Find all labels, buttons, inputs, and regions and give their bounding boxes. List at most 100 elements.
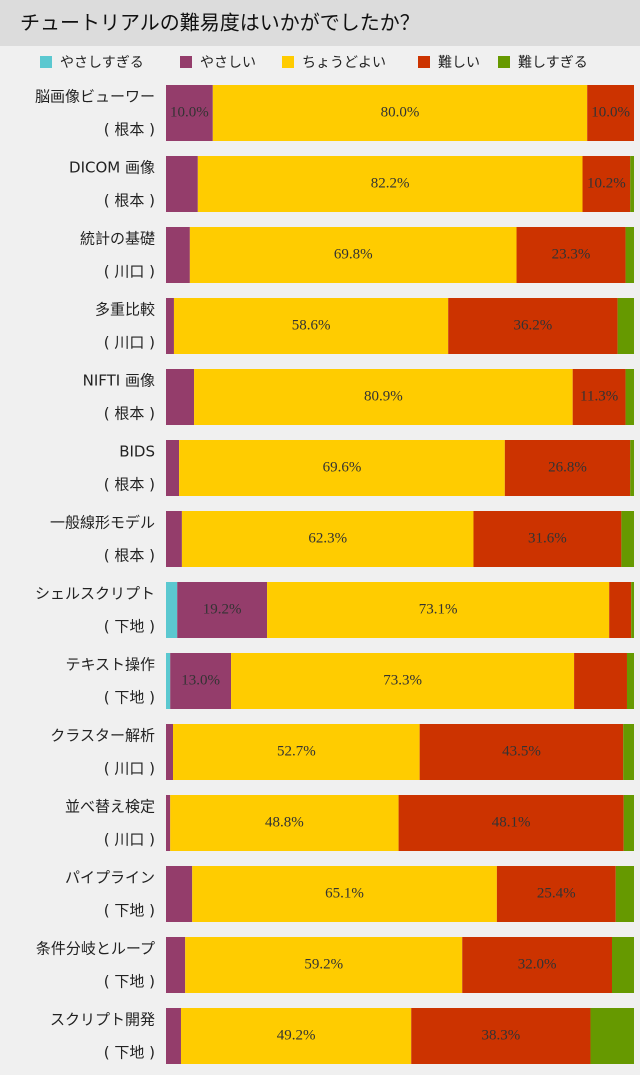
- title-bar: [0, 0, 640, 46]
- value-label: 80.0%: [381, 104, 420, 120]
- legend-swatch: [180, 56, 192, 68]
- bar-segment: [615, 866, 634, 922]
- category-sublabel: ( 川口 ): [104, 760, 155, 778]
- bar-segment: [194, 369, 573, 425]
- bar-segment: [623, 795, 634, 851]
- value-label: 73.3%: [383, 672, 422, 688]
- bar-segment: [448, 298, 618, 354]
- value-label: 59.2%: [304, 956, 343, 972]
- legend-label: やさしすぎる: [60, 55, 144, 71]
- legend-swatch: [40, 56, 52, 68]
- bar-segment: [609, 582, 632, 638]
- bar-segment: [166, 156, 198, 212]
- bar-segment: [516, 227, 626, 283]
- value-label: 82.2%: [371, 175, 410, 191]
- bar-segment: [173, 298, 449, 354]
- category-sublabel: ( 根本 ): [104, 405, 155, 423]
- value-label: 62.3%: [308, 530, 347, 546]
- legend-label: 難しすぎる: [518, 55, 588, 71]
- bar-segment: [462, 937, 613, 993]
- bar-segment: [590, 1008, 634, 1064]
- bar-segment: [625, 227, 634, 283]
- category-label: シェルスクリプト: [35, 585, 155, 603]
- value-label: 36.2%: [514, 317, 553, 333]
- category-sublabel: ( 下地 ): [104, 689, 155, 707]
- value-label: 25.4%: [537, 885, 576, 901]
- bar-segment: [197, 156, 583, 212]
- category-label: テキスト操作: [65, 656, 155, 674]
- value-label: 10.2%: [587, 175, 626, 191]
- category-label: 多重比較: [95, 301, 155, 319]
- value-label: 69.6%: [323, 459, 362, 475]
- bar-segment: [173, 724, 420, 780]
- bar-segment: [189, 227, 517, 283]
- category-sublabel: ( 川口 ): [104, 263, 155, 281]
- value-label: 11.3%: [580, 388, 618, 404]
- bar-segment: [170, 795, 399, 851]
- bar-segment: [496, 866, 616, 922]
- category-label: 脳画像ビューワー: [35, 88, 155, 106]
- category-sublabel: ( 川口 ): [104, 334, 155, 352]
- bar-segment: [267, 582, 610, 638]
- value-label: 38.3%: [481, 1027, 520, 1043]
- bar-segment: [630, 156, 634, 212]
- bar-segment: [166, 582, 178, 638]
- category-sublabel: ( 根本 ): [104, 547, 155, 565]
- bar-segment: [185, 937, 463, 993]
- category-label: パイプライン: [65, 869, 155, 887]
- value-label: 69.8%: [334, 246, 373, 262]
- bar-segment: [166, 369, 195, 425]
- bar-segment: [181, 511, 474, 567]
- bar-segment: [177, 582, 268, 638]
- bar-segment: [166, 653, 171, 709]
- chart-title: チュートリアルの難易度はいかがでしたか？: [20, 11, 420, 35]
- value-label: 58.6%: [292, 317, 331, 333]
- bar-segment: [419, 724, 624, 780]
- legend-swatch: [498, 56, 510, 68]
- bar-segment: [625, 369, 634, 425]
- bar-segment: [617, 298, 634, 354]
- bar-segment: [587, 85, 634, 141]
- category-sublabel: ( 下地 ): [104, 973, 155, 991]
- bar-segment: [166, 724, 174, 780]
- bar-segment: [623, 724, 634, 780]
- bar-segment: [574, 653, 627, 709]
- bar-segment: [231, 653, 575, 709]
- legend-label: やさしい: [200, 55, 256, 71]
- bar-segment: [212, 85, 588, 141]
- category-label: クラスター解析: [50, 727, 155, 745]
- bar-segment: [166, 511, 182, 567]
- category-sublabel: ( 下地 ): [104, 902, 155, 920]
- category-label: スクリプト開発: [50, 1011, 155, 1029]
- value-label: 80.9%: [364, 388, 403, 404]
- value-label: 52.7%: [277, 743, 316, 759]
- bar-segment: [626, 653, 634, 709]
- value-label: 43.5%: [502, 743, 541, 759]
- value-label: 73.1%: [419, 601, 458, 617]
- value-label: 13.0%: [181, 672, 220, 688]
- bar-segment: [612, 937, 634, 993]
- value-label: 23.3%: [552, 246, 591, 262]
- category-sublabel: ( 下地 ): [104, 1044, 155, 1062]
- value-label: 65.1%: [325, 885, 364, 901]
- category-label: DICOM 画像: [69, 159, 155, 177]
- bar-segment: [631, 582, 634, 638]
- bar-segment: [166, 85, 213, 141]
- value-label: 26.8%: [548, 459, 587, 475]
- value-label: 48.8%: [265, 814, 304, 830]
- bar-segment: [621, 511, 634, 567]
- value-label: 10.0%: [170, 104, 209, 120]
- value-label: 10.0%: [591, 104, 630, 120]
- bar-segment: [166, 440, 180, 496]
- legend-label: 難しい: [438, 55, 480, 71]
- category-sublabel: ( 根本 ): [104, 192, 155, 210]
- bar-segment: [166, 795, 171, 851]
- bar-segment: [179, 440, 505, 496]
- value-label: 49.2%: [277, 1027, 316, 1043]
- category-label: BIDS: [119, 443, 155, 461]
- value-label: 31.6%: [528, 530, 567, 546]
- value-label: 32.0%: [518, 956, 557, 972]
- category-label: NIFTI 画像: [83, 372, 155, 390]
- bar-segment: [473, 511, 622, 567]
